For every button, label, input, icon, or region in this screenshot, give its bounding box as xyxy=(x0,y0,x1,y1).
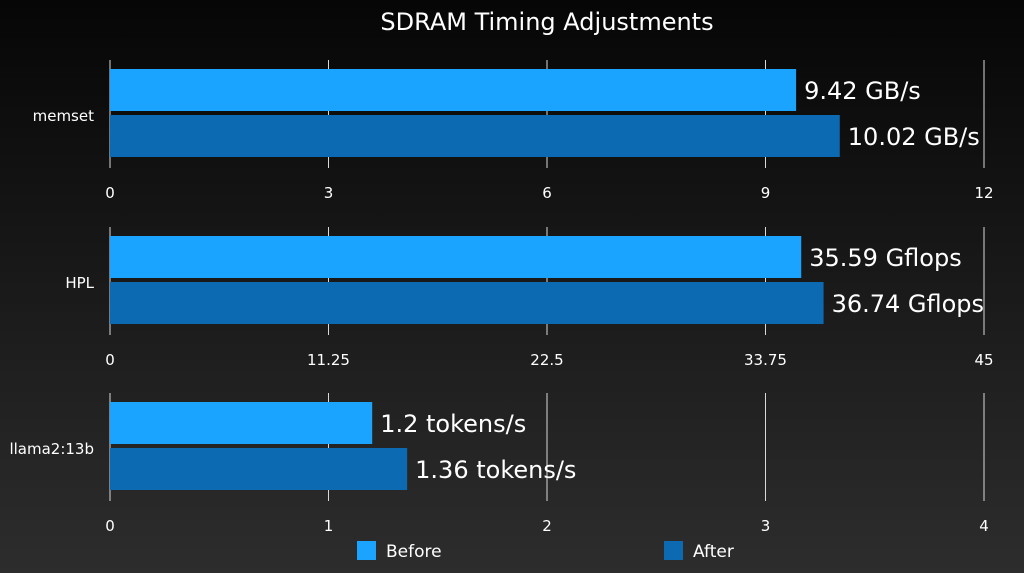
category-label: HPL xyxy=(65,274,94,292)
tick-label: 12 xyxy=(974,184,993,202)
bar-before xyxy=(110,69,797,111)
tick-label: 9 xyxy=(761,184,771,202)
panel-2: 0 1 2 3 4 llama2:13b 1.2 tokens/s 1.36 tokens/s xyxy=(9,393,989,535)
data-label: 36.74 Gflops xyxy=(832,290,984,318)
data-label: 1.36 tokens/s xyxy=(415,456,576,484)
bar-before xyxy=(110,402,373,444)
tick-label: 1 xyxy=(324,517,334,535)
panel-1: 0 11.25 22.5 33.75 45 HPL 35.59 Gflops 36.74 Gf… xyxy=(65,227,994,369)
tick-label: 22.5 xyxy=(530,351,563,369)
data-label: 1.2 tokens/s xyxy=(380,410,526,438)
tick-label: 11.25 xyxy=(307,351,350,369)
legend-label-after: After xyxy=(693,542,734,562)
tick-label: 4 xyxy=(979,517,989,535)
tick-label: 0 xyxy=(105,517,115,535)
tick-label: 0 xyxy=(105,351,115,369)
category-label: llama2:13b xyxy=(9,440,94,458)
legend-swatch-before xyxy=(357,541,376,560)
legend: Before After xyxy=(357,541,734,562)
legend-swatch-after xyxy=(664,541,683,560)
legend-label-before: Before xyxy=(386,542,442,562)
bar-after xyxy=(110,448,408,490)
data-label: 35.59 Gflops xyxy=(809,244,961,272)
tick-label: 6 xyxy=(542,184,552,202)
tick-label: 2 xyxy=(542,517,552,535)
tick-label: 0 xyxy=(105,184,115,202)
category-label: memset xyxy=(33,107,94,125)
tick-label: 45 xyxy=(974,351,993,369)
bar-after xyxy=(110,282,824,324)
tick-label: 3 xyxy=(761,517,771,535)
tick-label: 33.75 xyxy=(744,351,787,369)
data-label: 9.42 GB/s xyxy=(804,77,921,105)
panel-0: 0 3 6 9 12 memset 9.42 GB/s 10.02 GB/s xyxy=(33,60,994,202)
bar-before xyxy=(110,236,802,278)
chart-title: SDRAM Timing Adjustments xyxy=(380,8,713,36)
bar-after xyxy=(110,115,840,157)
data-label: 10.02 GB/s xyxy=(848,123,980,151)
tick-label: 3 xyxy=(324,184,334,202)
